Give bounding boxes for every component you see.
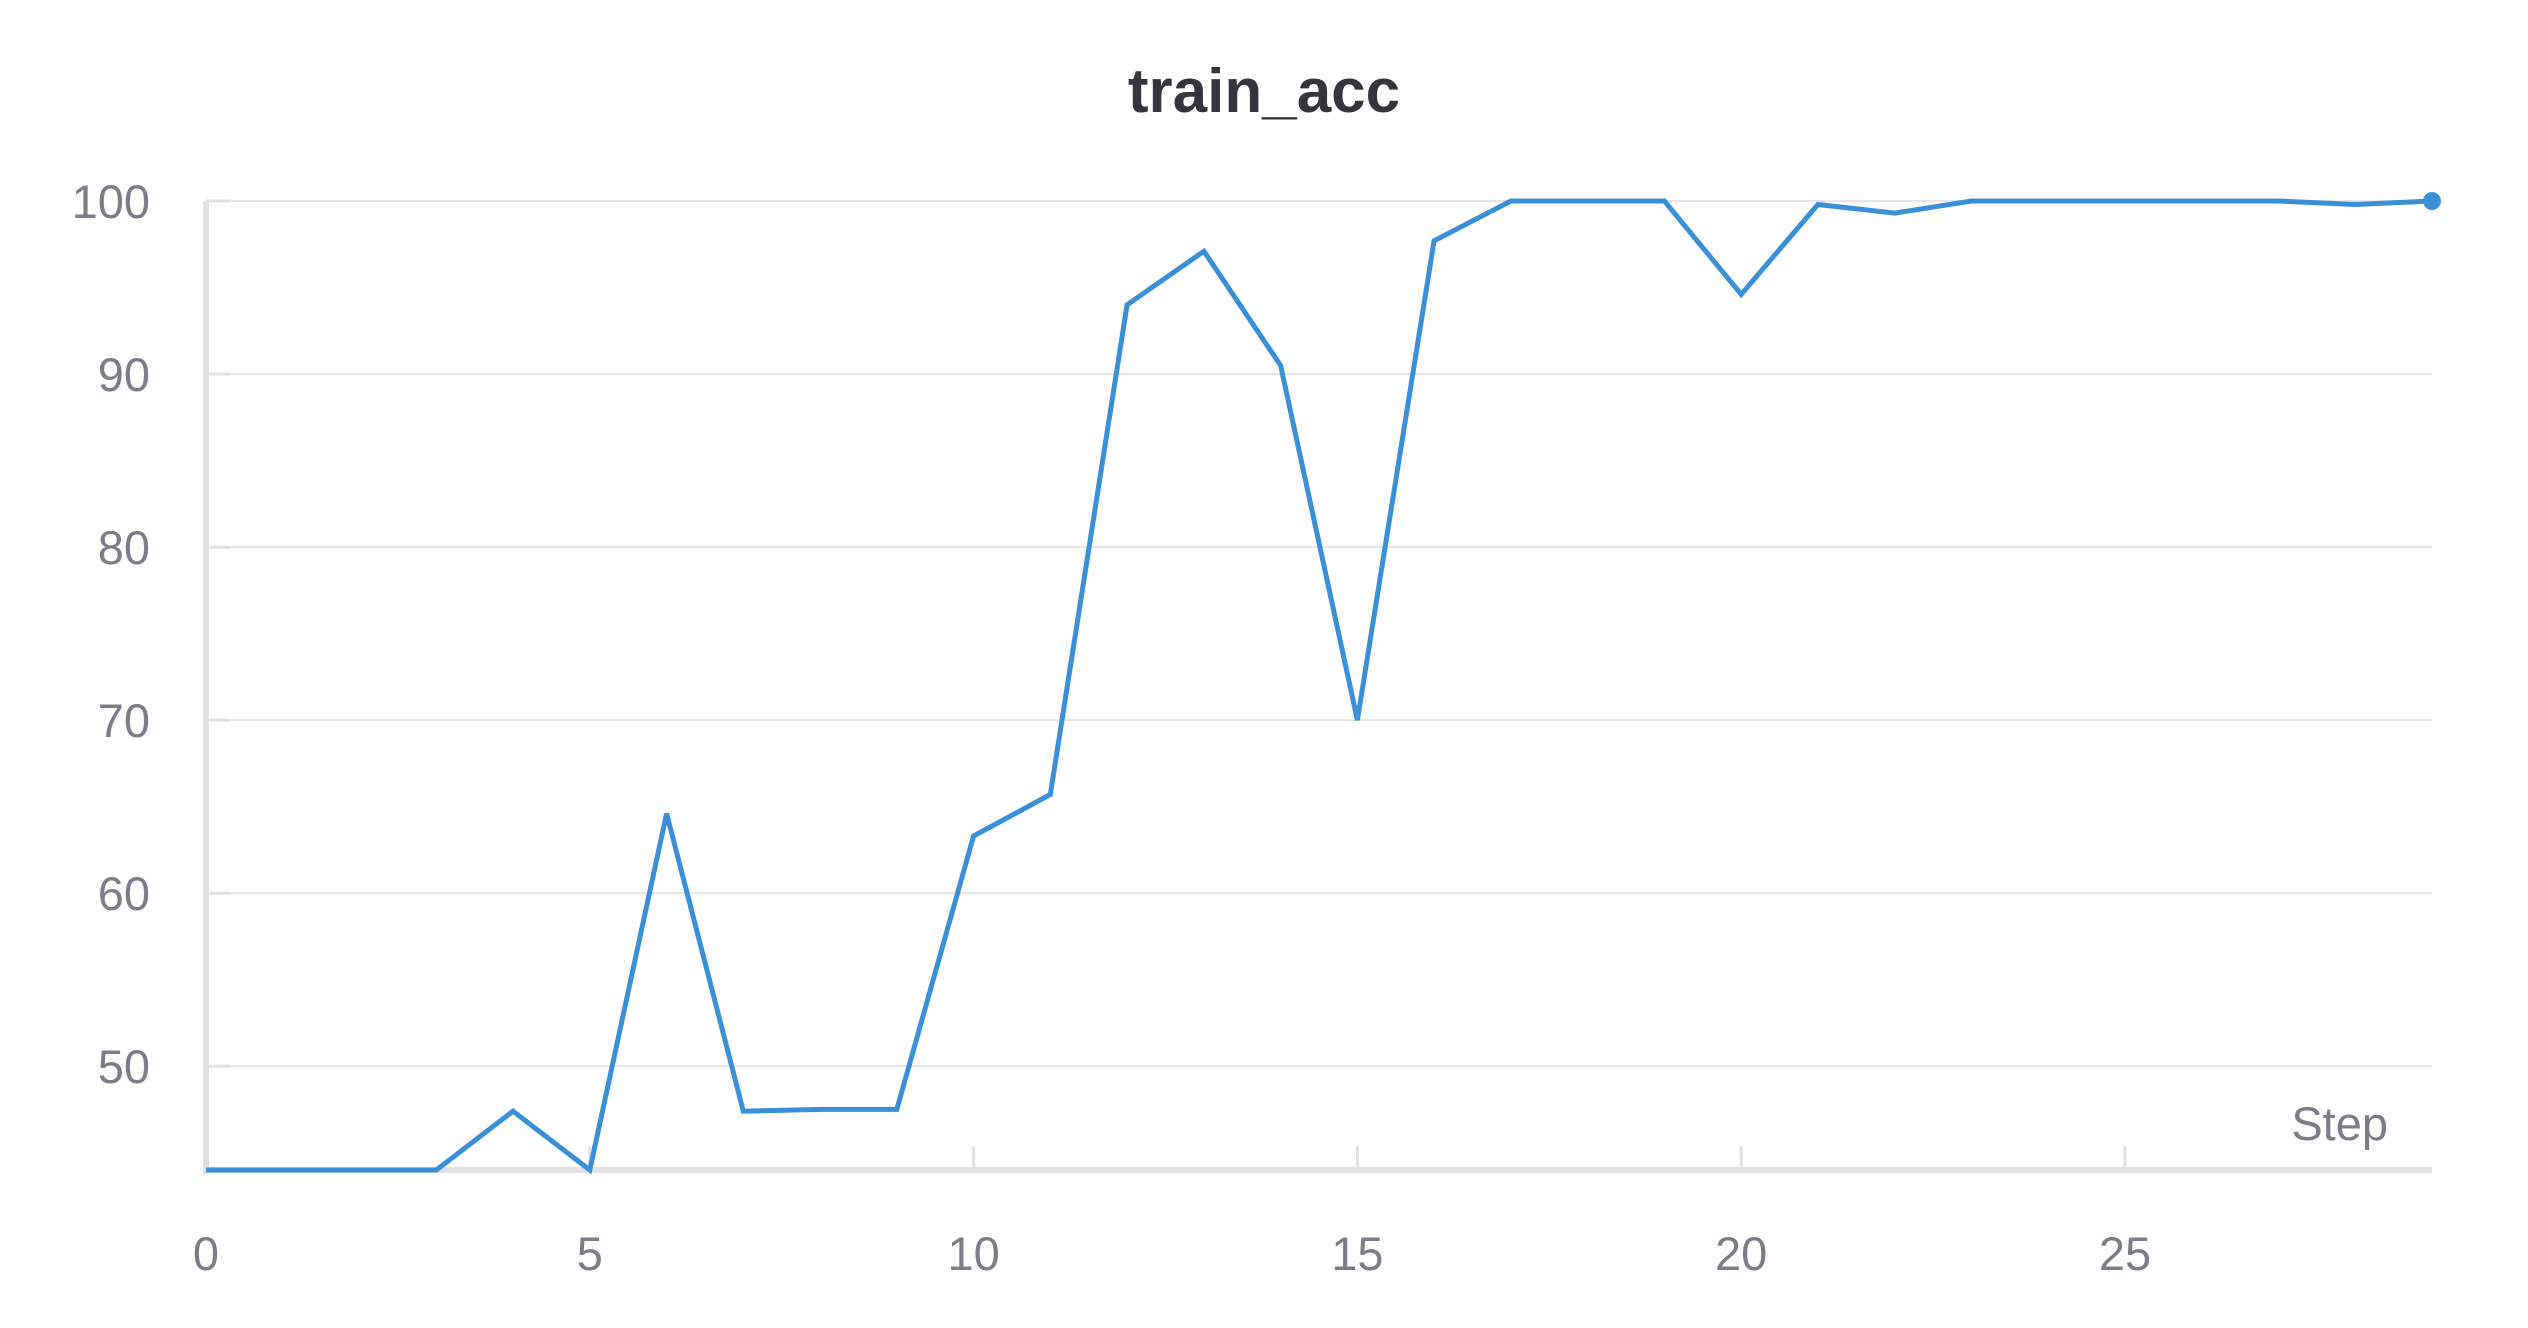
axes: 50 60 70 80 90 100 0 5 10 15 20 25 xyxy=(72,175,2432,1280)
y-tick-label-50: 50 xyxy=(98,1040,150,1093)
series-end-point-0 xyxy=(2423,192,2441,210)
series-line-0 xyxy=(206,198,2433,1175)
gridlines xyxy=(206,200,2432,1068)
x-axis-label: Step xyxy=(2291,1097,2388,1150)
x-tick-label-25: 25 xyxy=(2099,1227,2151,1280)
x-tick-label-0: 0 xyxy=(193,1227,219,1280)
x-tick-label-5: 5 xyxy=(577,1227,603,1280)
y-tick-label-70: 70 xyxy=(98,694,150,747)
chart-title: train_acc xyxy=(1128,57,1400,126)
x-tick-label-10: 10 xyxy=(947,1227,999,1280)
y-tick-label-60: 60 xyxy=(98,867,150,920)
y-tick-label-80: 80 xyxy=(98,521,150,574)
x-tick-label-20: 20 xyxy=(1715,1227,1767,1280)
series-layer xyxy=(206,192,2441,1175)
y-tick-label-90: 90 xyxy=(98,348,150,401)
y-tick-label-100: 100 xyxy=(72,175,150,228)
x-tick-label-15: 15 xyxy=(1331,1227,1383,1280)
